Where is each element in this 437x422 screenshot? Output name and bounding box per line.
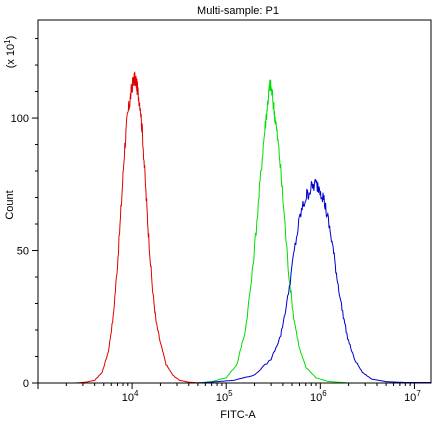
x-tick-label-base: 10 xyxy=(122,392,134,404)
x-axis-ticks: 104 105 106 107 xyxy=(37,383,421,404)
chart-title: Multi-sample: P1 xyxy=(197,5,279,17)
x-tick-label-base: 10 xyxy=(404,392,416,404)
y-tick-label: 0 xyxy=(23,378,29,390)
y-multiplier-base: (x 10 xyxy=(5,44,17,68)
series-line-1 xyxy=(75,71,202,384)
x-tick-label: 104 xyxy=(122,389,139,404)
plot-frame xyxy=(37,19,432,384)
x-tick-label-exp: 6 xyxy=(322,389,327,398)
series-line-2 xyxy=(197,79,349,384)
x-axis-label: FITC-A xyxy=(220,409,256,421)
series-line-3 xyxy=(197,178,431,384)
y-multiplier-exp: 1 xyxy=(3,39,12,44)
x-tick-label: 107 xyxy=(404,389,421,404)
x-tick-label: 106 xyxy=(310,389,327,404)
y-axis-label: Count xyxy=(4,190,16,219)
y-axis-ticks: 0 50 100 xyxy=(11,38,38,390)
y-tick-label: 50 xyxy=(17,246,29,258)
y-axis-multiplier: (x 101) xyxy=(3,36,17,69)
x-tick-label: 105 xyxy=(216,389,233,404)
y-multiplier-close: ) xyxy=(5,36,17,40)
x-tick-label-base: 10 xyxy=(310,392,322,404)
series-layer xyxy=(75,71,431,384)
x-tick-label-exp: 7 xyxy=(416,389,421,398)
x-tick-label-exp: 5 xyxy=(228,389,233,398)
y-tick-label: 100 xyxy=(11,113,29,125)
x-tick-label-exp: 4 xyxy=(134,389,139,398)
x-tick-label-base: 10 xyxy=(216,392,228,404)
